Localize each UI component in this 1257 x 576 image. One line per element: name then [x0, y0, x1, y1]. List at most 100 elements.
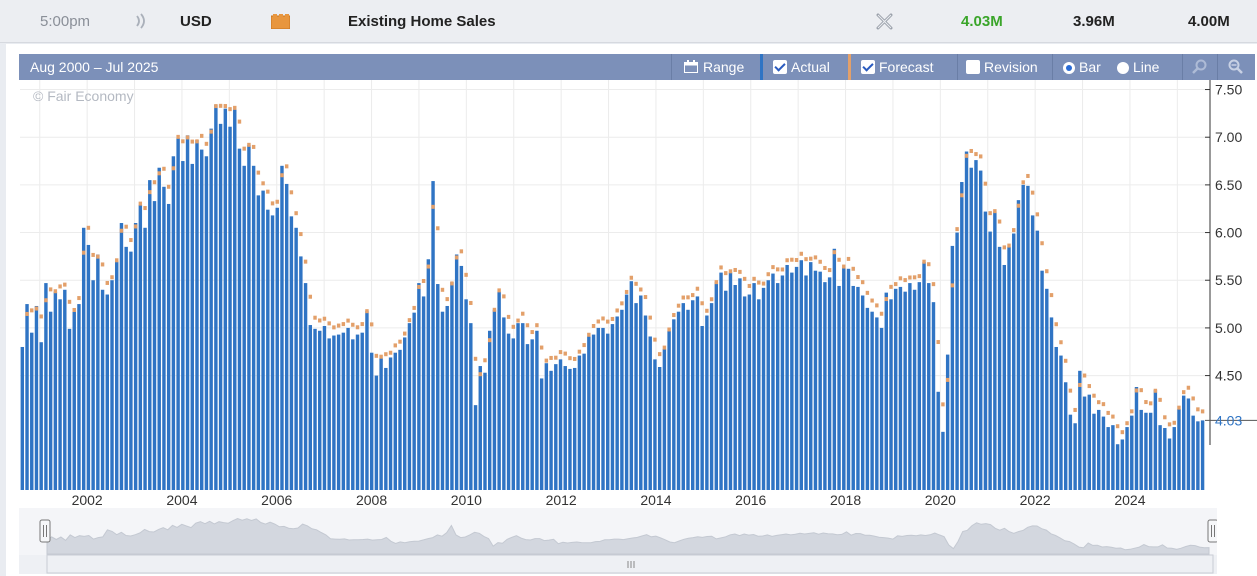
forecast-mark [1012, 228, 1016, 233]
forecast-mark [927, 262, 931, 267]
bar [544, 363, 549, 490]
bar [403, 337, 407, 490]
bar [284, 183, 289, 490]
forecast-mark [1026, 173, 1030, 178]
left-handle[interactable] [39, 519, 51, 543]
forecast-mark [251, 144, 256, 149]
forecast-mark [809, 256, 813, 261]
bar [1021, 184, 1025, 490]
navigator-scrollbar[interactable] [46, 554, 1214, 574]
range-navigator[interactable] [19, 508, 1217, 574]
forecast-mark [823, 265, 827, 270]
forecast-mark [846, 256, 851, 261]
bar [672, 319, 676, 490]
forecast-mark [1191, 396, 1195, 401]
bar [903, 291, 907, 490]
folder-icon[interactable] [271, 14, 290, 29]
forecast-mark [842, 264, 846, 269]
y-tick-label: 4.50 [1215, 368, 1242, 384]
forecast-mark [969, 148, 973, 153]
bar [615, 316, 619, 490]
bar [388, 357, 393, 490]
bar [318, 330, 322, 490]
actual-checkbox[interactable] [773, 60, 787, 74]
bar [945, 354, 950, 490]
bar [351, 339, 355, 490]
zoom-out-button[interactable] [1217, 54, 1256, 80]
zoom-in-button[interactable] [1182, 54, 1216, 80]
forecast-mark [138, 201, 143, 206]
forecast-mark [936, 340, 940, 345]
bar [624, 294, 629, 490]
forecast-mark [606, 319, 610, 324]
revision-toggle[interactable]: Revision [957, 54, 1052, 80]
event-title[interactable]: Existing Home Sales [348, 13, 496, 30]
bar [747, 294, 752, 490]
forecast-mark [1054, 322, 1058, 327]
bar [1030, 215, 1035, 490]
actual-value: 4.03M [961, 13, 1003, 30]
right-handle[interactable] [1207, 519, 1217, 543]
bar [719, 272, 723, 490]
bar [643, 315, 648, 490]
bar-option[interactable]: Bar [1063, 54, 1101, 80]
bar [1073, 423, 1077, 490]
bar [72, 311, 76, 490]
x-tick-label: 2008 [356, 492, 387, 508]
forecast-mark [870, 298, 874, 303]
forecast-mark [436, 226, 440, 231]
bar [582, 353, 586, 490]
bar [30, 332, 34, 490]
bar [818, 271, 822, 490]
bar [393, 352, 397, 490]
forecast-mark [672, 313, 676, 318]
event-row[interactable]: 5:00pm USD Existing Home Sales 4.03M 3.9… [0, 0, 1257, 43]
forecast-mark [454, 255, 459, 260]
forecast-toggle[interactable]: Forecast [848, 54, 959, 80]
event-time: 5:00pm [40, 13, 91, 30]
bar [1106, 427, 1110, 490]
forecast-mark [1016, 203, 1021, 208]
bar [332, 335, 336, 490]
forecast-mark [318, 318, 322, 323]
forecast-mark [440, 287, 445, 292]
bar [497, 291, 501, 490]
bar [346, 327, 350, 490]
line-radio[interactable] [1117, 62, 1129, 74]
forecast-mark [1148, 401, 1153, 406]
current-value-label: 4.03 [1215, 412, 1242, 428]
forecast-mark [747, 283, 752, 288]
forecast-mark [228, 107, 232, 112]
bar [752, 283, 756, 490]
sound-icon[interactable] [134, 12, 148, 30]
forecast-mark [912, 275, 917, 280]
watermark: © Fair Economy [33, 88, 134, 104]
line-option[interactable]: Line [1117, 54, 1159, 80]
x-tick-label: 2020 [925, 492, 956, 508]
close-icon[interactable] [876, 13, 893, 30]
forecast-mark [124, 224, 128, 229]
forecast-mark [478, 372, 482, 377]
bar [1163, 428, 1167, 490]
bar [842, 267, 846, 490]
forecast-mark [1130, 409, 1134, 414]
bar [1054, 346, 1058, 490]
forecast-mark [1163, 415, 1167, 420]
bar [950, 245, 955, 490]
bar-radio[interactable] [1063, 62, 1075, 74]
actual-toggle[interactable]: Actual [760, 54, 851, 80]
range-button[interactable]: Range [671, 54, 758, 80]
bar [190, 163, 194, 490]
bar [610, 324, 615, 490]
scrollbar-grip[interactable] [627, 561, 635, 568]
revision-checkbox[interactable] [966, 60, 980, 74]
bar [653, 359, 657, 490]
forecast-mark [25, 311, 29, 316]
forecast-mark [218, 103, 223, 108]
bar [233, 109, 237, 490]
forecast-mark [950, 283, 955, 288]
previous-value: 4.00M [1188, 13, 1230, 30]
bar [1087, 394, 1091, 490]
forecast-checkbox[interactable] [861, 60, 875, 74]
forecast-mark [1120, 430, 1125, 435]
